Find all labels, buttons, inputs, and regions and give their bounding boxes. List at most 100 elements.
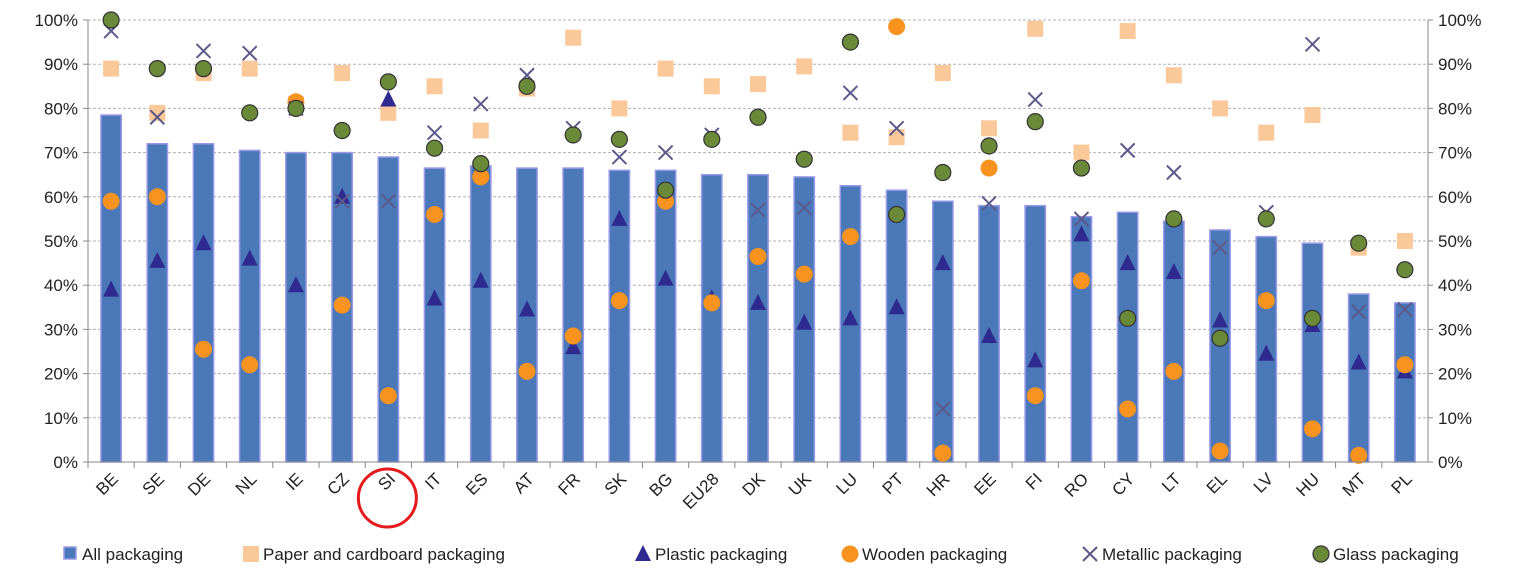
legend-item: Wooden packaging (841, 545, 1007, 564)
plastic-packaging-marker (1119, 254, 1136, 271)
glass-packaging-marker (1119, 309, 1137, 327)
all-packaging-bar (1393, 302, 1416, 463)
glass-packaging-marker (148, 60, 166, 78)
wooden-packaging-marker (795, 265, 813, 283)
y-tick-label-right: 60% (1438, 188, 1472, 207)
x-stroke (242, 45, 258, 61)
y-tick-label-right: 70% (1438, 144, 1472, 163)
glass-packaging-marker (102, 11, 120, 29)
x-tick-label: LV (1250, 469, 1278, 497)
metallic-packaging-marker (981, 195, 997, 212)
x-tick-label: RO (1061, 469, 1092, 500)
legend-item: Glass packaging (1312, 545, 1459, 564)
paper-and-cardboard-packaging-marker (611, 100, 628, 117)
x-tick-label: FR (555, 469, 584, 498)
metallic-packaging-marker (334, 193, 350, 209)
paper-and-cardboard-packaging-marker (426, 78, 443, 95)
x-stroke (195, 43, 212, 59)
glass-packaging-marker (841, 33, 860, 51)
wooden-packaging-marker (426, 205, 444, 223)
paper-and-cardboard-packaging-marker (1258, 124, 1275, 141)
x-tick-label: PT (879, 469, 908, 498)
all-packaging-bar (1024, 204, 1047, 463)
plastic-packaging-marker (241, 249, 258, 266)
glass-packaging-marker (1165, 210, 1183, 228)
glass-packaging-marker (425, 139, 444, 157)
y-tick-label-left: 0% (53, 453, 78, 472)
metallic-packaging-marker (1027, 91, 1043, 108)
legend-item: Plastic packaging (635, 545, 787, 564)
x-stroke (473, 96, 489, 112)
legend-swatch (1082, 546, 1098, 562)
x-tick-label: LT (1158, 469, 1185, 496)
y-tick-label-right: 90% (1438, 55, 1472, 74)
y-tick-label-left: 10% (44, 409, 78, 428)
wooden-packaging-marker (333, 296, 351, 314)
x-tick-label: SE (139, 469, 168, 498)
x-stroke (1304, 36, 1321, 53)
metallic-packaging-marker (935, 401, 951, 417)
wooden-packaging-marker (195, 340, 213, 358)
metallic-packaging-marker (657, 144, 674, 161)
x-tick-label: ES (462, 469, 491, 498)
x-tick-label: BG (646, 469, 677, 500)
x-stroke (1082, 546, 1098, 562)
metallic-packaging-marker (611, 149, 628, 165)
legend-item: Metallic packaging (1082, 545, 1242, 564)
paper-and-cardboard-packaging-marker (934, 65, 951, 82)
x-stroke (935, 401, 951, 417)
paper-and-cardboard-packaging-marker (796, 58, 813, 75)
x-stroke (149, 109, 166, 125)
x-tick-label: EU28 (679, 469, 723, 513)
metallic-packaging-marker (195, 43, 212, 59)
wooden-packaging-marker (379, 387, 397, 405)
plastic-packaging-marker (334, 187, 351, 204)
x-tick-label: MT (1339, 469, 1370, 500)
metallic-packaging-marker (1304, 36, 1321, 53)
all-packaging-bar (377, 156, 400, 463)
wooden-packaging-marker (749, 247, 767, 265)
paper-and-cardboard-packaging-marker (103, 60, 120, 77)
y-tick-label-left: 90% (44, 55, 78, 74)
metallic-packaging-marker (380, 193, 397, 209)
y-tick-label-left: 80% (44, 99, 78, 118)
plastic-packaging-marker (195, 234, 212, 251)
wooden-packaging-marker (1072, 272, 1090, 290)
x-tick-label: HR (923, 469, 954, 500)
all-packaging-bar (238, 149, 261, 463)
plastic-packaging-marker (888, 298, 905, 315)
wooden-packaging-marker (610, 292, 628, 310)
metallic-packaging-marker (149, 109, 166, 125)
paper-and-cardboard-packaging-marker (241, 60, 258, 77)
glass-packaging-marker (1303, 309, 1322, 327)
x-tick-label: EL (1203, 469, 1231, 497)
x-stroke (1119, 142, 1136, 159)
paper-and-cardboard-packaging-marker (750, 76, 766, 93)
plastic-packaging-marker (1165, 262, 1182, 279)
glass-packaging-marker (703, 130, 721, 148)
metallic-packaging-marker (1166, 164, 1182, 181)
wooden-packaging-marker (1165, 362, 1183, 380)
x-tick-label: IE (282, 469, 307, 494)
glass-packaging-marker (194, 60, 213, 78)
glass-packaging-marker (1257, 210, 1275, 228)
metallic-packaging-marker (426, 125, 443, 141)
all-packaging-bar (747, 173, 769, 463)
glass-packaging-marker (795, 150, 813, 168)
x-stroke (1027, 91, 1043, 108)
highlight-circle (356, 467, 418, 529)
wooden-packaging-marker (148, 188, 166, 206)
all-packaging-bar (1070, 215, 1093, 463)
all-packaging-bar (562, 167, 585, 463)
x-stroke (981, 195, 997, 212)
x-tick-label: FI (1022, 469, 1046, 493)
y-tick-label-right: 100% (1438, 11, 1481, 30)
wooden-packaging-marker (1026, 387, 1044, 405)
paper-and-cardboard-packaging-marker (657, 60, 674, 77)
x-tick-label: UK (785, 469, 816, 500)
legend-label: Glass packaging (1333, 545, 1459, 564)
legend-label: Wooden packaging (862, 545, 1007, 564)
y-tick-label-right: 80% (1438, 99, 1472, 118)
wooden-packaging-marker (980, 159, 998, 177)
